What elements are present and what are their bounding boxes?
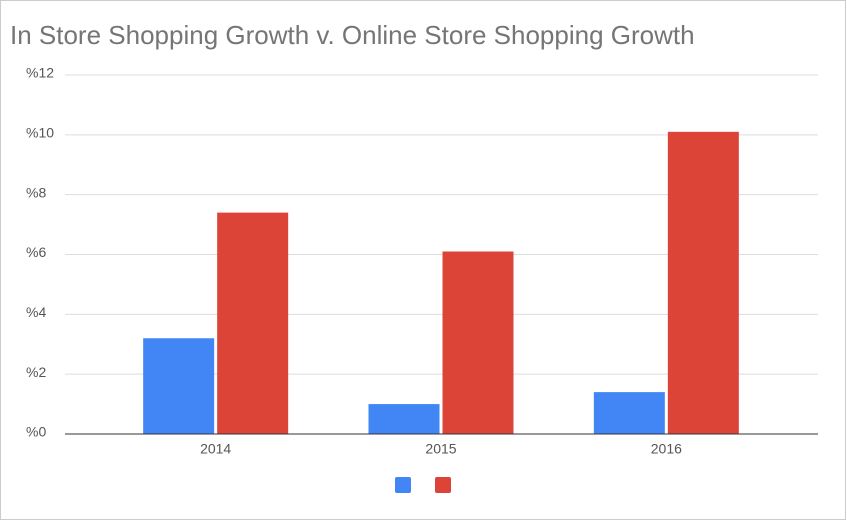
y-tick-label: %2 [26, 364, 46, 380]
x-tick-label: 2014 [200, 441, 231, 457]
y-tick-label: %10 [26, 125, 54, 141]
y-tick-label: %6 [26, 244, 46, 260]
bar [368, 404, 440, 434]
bar [143, 338, 215, 434]
bar [593, 392, 665, 434]
y-tick-label: %12 [26, 65, 54, 81]
y-tick-label: %8 [26, 184, 46, 200]
legend-swatch [435, 477, 451, 493]
y-tick-label: %0 [26, 424, 46, 440]
x-tick-label: 2015 [425, 441, 456, 457]
legend-swatch [395, 477, 411, 493]
chart-title: In Store Shopping Growth v. Online Store… [10, 20, 695, 50]
bar [442, 251, 514, 434]
bar [217, 212, 289, 434]
y-tick-label: %4 [26, 304, 46, 320]
x-tick-label: 2016 [651, 441, 682, 457]
bar [667, 131, 739, 434]
